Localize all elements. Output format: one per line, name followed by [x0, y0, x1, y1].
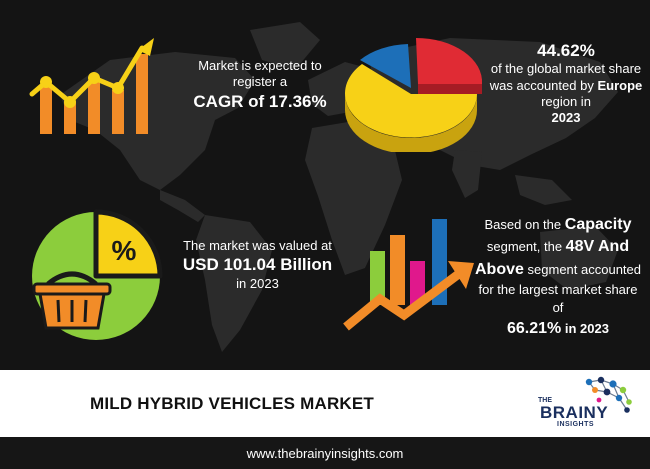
- percent-symbol: %: [112, 235, 137, 266]
- brand-the: THE: [538, 397, 552, 404]
- capacity-segment-name: Capacity: [564, 216, 632, 233]
- growth-point-4: [112, 82, 124, 94]
- growth-chart-icon: [29, 38, 154, 134]
- footer: www.thebrainyinsights.com: [0, 437, 650, 469]
- growth-point-2: [64, 96, 76, 108]
- pie-slice-red-side: [418, 84, 482, 94]
- capacity-segment-value: 48V And Above: [475, 238, 630, 278]
- report-title: MILD HYBRID VEHICLES MARKET: [90, 394, 375, 413]
- europe-share-stat: 44.62% of the global market share was ac…: [478, 40, 650, 126]
- cagr-value: CAGR of 17.36%: [193, 91, 327, 111]
- basket-percent-icon: %: [32, 209, 163, 340]
- pie-slice-red: [416, 37, 483, 84]
- brain-network-logo-icon: [585, 376, 632, 413]
- pie-chart-icon: [345, 37, 483, 152]
- segment-bar-pink: [410, 261, 425, 305]
- growth-trend-arrowhead: [138, 38, 154, 56]
- segment-bars-icon: [343, 219, 474, 331]
- growth-bar-3: [88, 80, 100, 134]
- capacity-share: 66.21%: [507, 319, 562, 337]
- growth-bar-2: [64, 102, 76, 134]
- europe-share-middle: of the global market share was accounted…: [489, 61, 642, 93]
- growth-point-3: [88, 72, 100, 84]
- segment-arrowhead: [448, 261, 474, 289]
- cagr-prefix: Market is expected to register a: [198, 58, 322, 90]
- europe-region-name: Europe: [597, 77, 643, 93]
- pie-base-side: [345, 94, 477, 152]
- market-size-suffix: in 2023: [236, 275, 279, 291]
- europe-share-year: 2023: [551, 110, 581, 125]
- growth-bar-4: [112, 90, 124, 134]
- capacity-prefix: Based on the: [484, 217, 562, 232]
- cagr-stat: Market is expected to register a CAGR of…: [180, 58, 340, 112]
- capacity-segment-stat: Based on the Capacity segment, the 48V A…: [472, 214, 644, 340]
- pie-slice-blue: [360, 44, 411, 88]
- brand-brainy: BRAINY: [540, 403, 609, 422]
- basket-handle: [46, 271, 98, 286]
- segment-bar-orange: [390, 235, 405, 305]
- segment-arrow-line: [343, 269, 463, 331]
- growth-bar-5: [136, 54, 148, 134]
- brand-insights: INSIGHTS: [557, 421, 595, 428]
- title-bar: MILD HYBRID VEHICLES MARKET: [0, 370, 650, 437]
- europe-share-value: 44.62%: [537, 41, 595, 60]
- footer-website-link[interactable]: www.thebrainyinsights.com: [246, 446, 404, 461]
- capacity-year: in 2023: [564, 320, 609, 336]
- market-size-prefix: The market was valued at: [183, 238, 332, 253]
- europe-share-suffix: region in: [541, 93, 591, 109]
- growth-bar-1: [40, 84, 52, 134]
- capacity-suffix: segment accounted for the largest market…: [478, 261, 641, 316]
- capacity-middle: segment, the: [486, 239, 563, 255]
- segment-bar-green: [370, 251, 385, 305]
- percent-wedge: [93, 209, 163, 279]
- pie-slice-yellow: [345, 64, 477, 138]
- growth-point-1: [40, 76, 52, 88]
- market-size-stat: The market was valued at USD 101.04 Bill…: [165, 238, 350, 292]
- market-size-value: USD 101.04 Billion: [182, 255, 333, 275]
